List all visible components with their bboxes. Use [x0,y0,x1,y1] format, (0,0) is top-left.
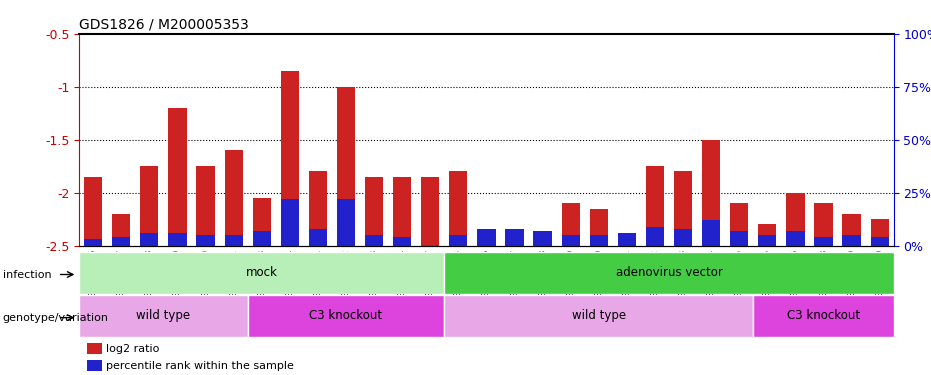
Text: adenovirus vector: adenovirus vector [615,266,722,279]
Text: infection: infection [3,270,51,279]
Bar [141,233,158,246]
Bar [365,235,384,246]
Bar [450,171,467,246]
Bar [730,203,749,246]
Bar [870,237,889,246]
Bar [758,235,776,246]
Bar [444,252,894,294]
Bar [248,295,444,337]
Text: genotype/variation: genotype/variation [3,313,109,322]
Bar [561,235,580,246]
Bar [618,235,636,246]
Bar [589,209,608,246]
Bar [843,214,861,246]
Bar [506,229,523,246]
Bar [79,295,248,337]
Bar [337,87,355,246]
Bar [702,220,721,246]
Bar [196,166,215,246]
Bar [815,237,832,246]
Bar [646,226,664,246]
Bar [224,235,243,246]
Bar [674,171,693,246]
Bar [421,177,439,246]
Bar [309,171,327,246]
Bar [561,203,580,246]
Bar [88,360,101,371]
Bar [787,231,804,246]
Bar [141,166,158,246]
Text: C3 knockout: C3 knockout [309,309,383,322]
Bar [280,71,299,246]
Bar [533,240,552,246]
Text: log2 ratio: log2 ratio [106,344,159,354]
Bar [589,235,608,246]
Bar [112,237,130,246]
Bar [169,233,186,246]
Bar [870,219,889,246]
Text: wild type: wild type [572,309,626,322]
Bar [393,237,412,246]
Bar [444,295,753,337]
Bar [337,199,355,246]
Bar [252,231,271,246]
Bar [730,231,749,246]
Text: C3 knockout: C3 knockout [787,309,860,322]
Text: wild type: wild type [136,309,191,322]
Bar [478,240,495,246]
Bar [674,229,693,246]
Bar [84,239,102,246]
Bar [758,224,776,246]
Bar [843,235,861,246]
Bar [506,240,523,246]
Bar [79,252,444,294]
Bar [478,229,495,246]
Bar [169,108,186,246]
Bar [450,235,467,246]
Text: mock: mock [246,266,277,279]
Bar [533,231,552,246]
Text: percentile rank within the sample: percentile rank within the sample [106,361,294,370]
Bar [112,214,130,246]
Bar [393,177,412,246]
Bar [618,233,636,246]
Text: GDS1826 / M200005353: GDS1826 / M200005353 [79,17,249,31]
Bar [252,198,271,246]
Bar [365,177,384,246]
Bar [196,235,215,246]
Bar [753,295,894,337]
Bar [309,229,327,246]
Bar [88,343,101,354]
Bar [646,166,664,246]
Bar [280,199,299,246]
Bar [702,140,721,246]
Bar [224,150,243,246]
Bar [815,203,832,246]
Bar [787,193,804,246]
Bar [84,177,102,246]
